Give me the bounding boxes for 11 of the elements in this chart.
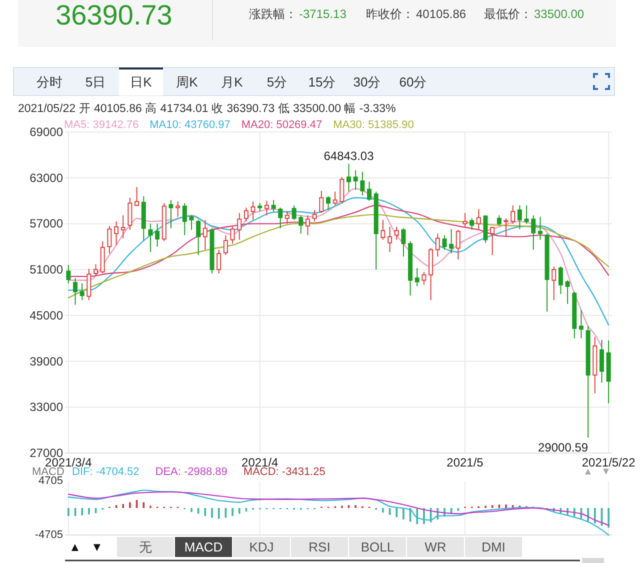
tab: KDJ — [233, 537, 290, 557]
tab: MACD — [175, 537, 232, 557]
tab: WR — [407, 537, 464, 557]
tab: RSI — [291, 537, 348, 557]
tab: BOLL — [349, 537, 406, 557]
tab: DMI — [465, 537, 522, 557]
tab: 无 — [117, 537, 174, 557]
tab: 日K — [119, 68, 163, 96]
title: 2021/05/22 开 40105.86 高 41734.01 收 36390.73 低 33500.00 幅 -3.33% — [18, 103, 396, 115]
annotation: 64843.03 — [324, 148, 374, 163]
annotation: 29000.59 — [538, 440, 588, 455]
